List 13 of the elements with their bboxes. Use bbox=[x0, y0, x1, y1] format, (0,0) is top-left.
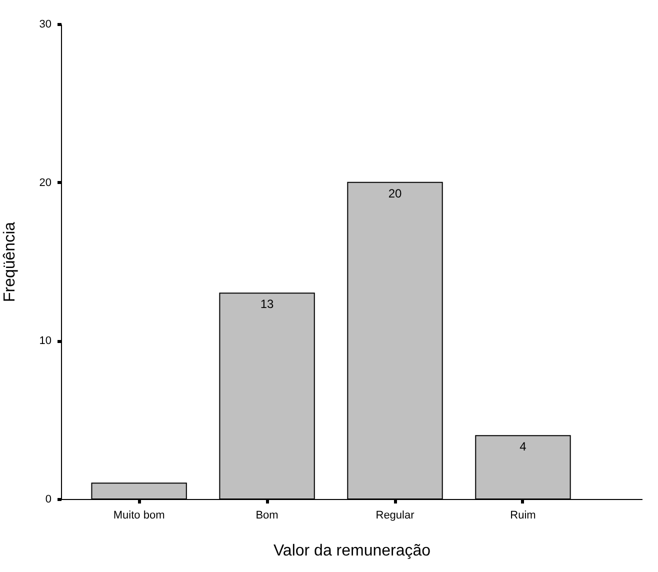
x-axis-title: Valor da remuneração bbox=[273, 542, 431, 560]
y-axis-title: Freqüência bbox=[1, 222, 18, 302]
y-tick-label: 30 bbox=[39, 18, 52, 30]
data-label: 4 bbox=[520, 440, 527, 454]
y-tick-label: 0 bbox=[45, 494, 52, 506]
y-tick-label: 10 bbox=[39, 335, 52, 348]
x-tick-label: Ruim bbox=[510, 510, 536, 522]
y-tick-label: 20 bbox=[39, 176, 52, 189]
x-tick-label: Bom bbox=[256, 510, 278, 522]
data-label: 13 bbox=[260, 297, 274, 312]
x-tick-label: Regular bbox=[376, 510, 415, 522]
data-label: 20 bbox=[388, 186, 402, 200]
x-tick-label: Muito bom bbox=[113, 510, 165, 522]
